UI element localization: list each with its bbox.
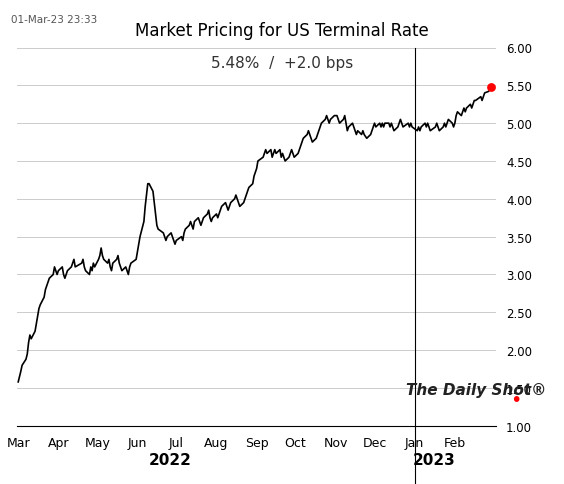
Text: 5.48%  /  +2.0 bps: 5.48% / +2.0 bps — [211, 56, 353, 71]
Text: 2022: 2022 — [149, 452, 192, 467]
Text: Market Pricing for US Terminal Rate: Market Pricing for US Terminal Rate — [135, 22, 429, 40]
Point — [487, 84, 496, 91]
Text: •: • — [510, 390, 522, 409]
Text: 01-Mar-23 23:33: 01-Mar-23 23:33 — [11, 15, 98, 25]
Text: The Daily Shot®: The Daily Shot® — [406, 382, 547, 397]
Text: 2023: 2023 — [413, 452, 455, 467]
